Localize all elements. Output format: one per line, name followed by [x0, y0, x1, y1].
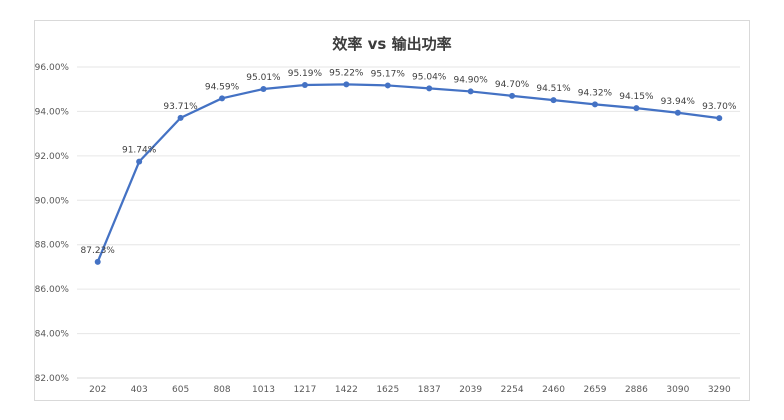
series-efficiency	[94, 81, 723, 265]
data-label: 95.17%	[371, 69, 406, 79]
data-point	[674, 109, 681, 116]
x-tick-label: 2039	[459, 385, 482, 395]
y-tick-label: 88.00%	[35, 241, 70, 251]
data-point	[550, 97, 557, 104]
data-point	[136, 158, 143, 165]
data-label: 95.22%	[329, 68, 364, 78]
data-point	[94, 258, 101, 265]
data-label: 94.59%	[205, 82, 240, 92]
x-tick-label: 2460	[542, 385, 565, 395]
data-point	[716, 115, 723, 122]
x-tick-label: 808	[213, 385, 230, 395]
y-tick-label: 92.00%	[35, 152, 70, 162]
x-tick-label: 403	[131, 385, 148, 395]
series-line	[96, 83, 721, 263]
y-tick-label: 90.00%	[35, 196, 70, 206]
data-label: 94.51%	[536, 84, 571, 94]
data-label: 94.32%	[578, 88, 613, 98]
x-axis-ticks: 202 403 605 808 1013 1217 1422 1625 1837 2039 2254…	[89, 385, 731, 395]
y-tick-label: 96.00%	[35, 63, 70, 73]
data-point	[633, 105, 640, 112]
x-tick-label: 2886	[625, 385, 648, 395]
data-label: 93.70%	[702, 102, 737, 112]
x-tick-label: 2254	[501, 385, 524, 395]
y-tick-label: 94.00%	[35, 107, 70, 117]
y-tick-label: 82.00%	[35, 374, 70, 384]
data-point	[384, 82, 391, 89]
data-point	[467, 88, 474, 95]
data-label: 91.74%	[122, 146, 157, 156]
data-point	[509, 92, 516, 99]
data-point	[343, 81, 350, 88]
data-label: 87.23%	[81, 246, 116, 256]
data-label: 95.19%	[288, 69, 323, 79]
data-label: 95.04%	[412, 72, 447, 82]
gridlines	[77, 66, 740, 379]
data-point	[260, 85, 267, 92]
x-tick-label: 3090	[666, 385, 689, 395]
data-point	[301, 81, 308, 88]
x-tick-label: 1013	[252, 385, 275, 395]
x-tick-label: 1837	[418, 385, 441, 395]
data-labels: 87.23% 91.74% 93.71% 94.59% 95.01% 95.19% 95.2…	[81, 68, 737, 255]
data-point	[219, 95, 226, 102]
chart-title: 效率 vs 输出功率	[332, 35, 451, 53]
y-tick-label: 84.00%	[35, 330, 70, 340]
data-point	[591, 101, 598, 108]
data-label: 95.01%	[246, 73, 281, 83]
x-tick-label: 3290	[708, 385, 731, 395]
x-tick-label: 202	[89, 385, 106, 395]
chart-frame	[34, 20, 750, 401]
x-tick-label: 1625	[376, 385, 399, 395]
data-label: 93.94%	[661, 97, 696, 107]
data-label: 93.71%	[163, 102, 198, 112]
data-label: 94.70%	[495, 80, 530, 90]
y-axis-ticks: 82.00% 84.00% 86.00% 88.00% 90.00% 92.00% 94.0…	[35, 63, 70, 384]
data-point	[426, 85, 433, 92]
data-label: 94.90%	[453, 75, 488, 85]
data-point	[177, 114, 184, 121]
x-tick-label: 605	[172, 385, 189, 395]
x-tick-label: 2659	[584, 385, 607, 395]
y-tick-label: 86.00%	[35, 285, 70, 295]
x-tick-label: 1217	[293, 385, 316, 395]
x-tick-label: 1422	[335, 385, 358, 395]
data-label: 94.15%	[619, 92, 654, 102]
